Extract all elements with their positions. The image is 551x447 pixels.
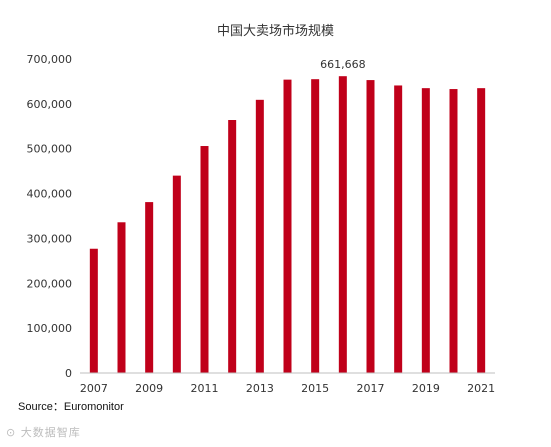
data-labels: 661,668 <box>320 58 366 71</box>
bar-2008 <box>117 222 126 373</box>
bar-2012 <box>228 120 237 374</box>
bar-2011 <box>200 146 209 373</box>
x-axis-ticks: 2007 2009 2011 2013 2015 2017 2019 2021 <box>80 382 495 395</box>
data-label: 661,668 <box>320 58 366 71</box>
y-tick-label: 600,000 <box>27 98 73 111</box>
bar-2014 <box>283 79 292 374</box>
bar-2021 <box>477 88 486 374</box>
bar-2018 <box>394 85 403 374</box>
y-tick-label: 200,000 <box>27 277 73 290</box>
source-note: Source：Euromonitor <box>18 401 124 413</box>
x-tick-label: 2013 <box>246 382 274 395</box>
x-tick-label: 2009 <box>135 382 163 395</box>
y-tick-label: 500,000 <box>27 143 73 156</box>
bars <box>89 76 486 374</box>
y-tick-label: 700,000 <box>27 53 73 66</box>
bar-2015 <box>311 79 320 373</box>
bar-2013 <box>255 99 264 373</box>
y-tick-label: 400,000 <box>27 188 73 201</box>
bar-2019 <box>421 88 430 374</box>
x-tick-label: 2019 <box>412 382 440 395</box>
bar-2020 <box>449 89 458 373</box>
bar-2010 <box>172 175 181 373</box>
x-tick-label: 2011 <box>191 382 219 395</box>
watermark-text: 大数据智库 <box>20 426 81 439</box>
bar-2017 <box>366 80 375 373</box>
watermark: ⊙ 大数据智库 <box>6 424 81 440</box>
bar-2007 <box>89 248 98 373</box>
y-tick-label: 100,000 <box>27 322 73 335</box>
x-tick-label: 2015 <box>301 382 329 395</box>
y-tick-label: 0 <box>65 367 72 380</box>
x-tick-label: 2021 <box>467 382 495 395</box>
chart-title: 中国大卖场市场规模 <box>216 24 334 39</box>
x-tick-label: 2007 <box>80 382 108 395</box>
x-tick-label: 2017 <box>357 382 385 395</box>
watermark-icon: ⊙ <box>6 426 17 439</box>
y-tick-label: 300,000 <box>27 232 73 245</box>
bar-2009 <box>145 202 154 373</box>
bar-2016 <box>338 76 347 373</box>
y-axis-ticks: 0 100,000 200,000 300,000 400,000 500,000 600,… <box>27 53 73 380</box>
